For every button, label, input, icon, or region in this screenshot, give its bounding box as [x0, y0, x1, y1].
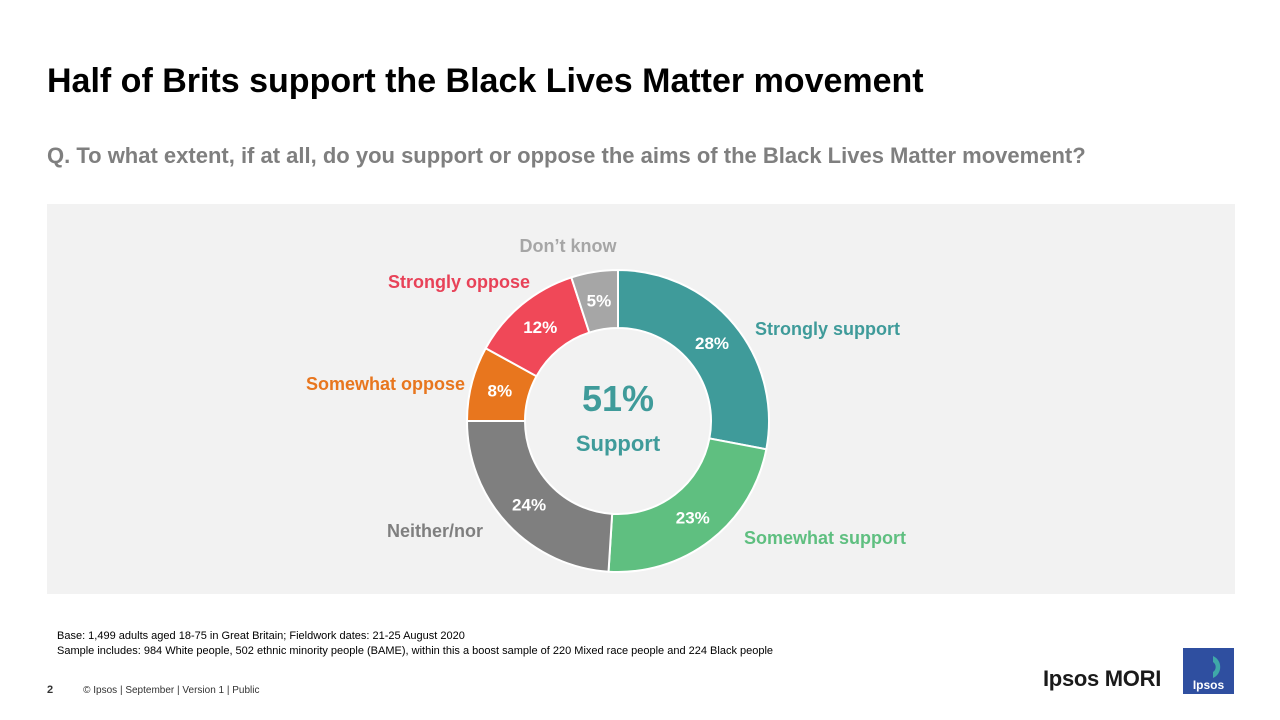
ipsos-logo-icon: Ipsos	[1183, 648, 1234, 694]
data-label-neither-nor: 24%	[512, 496, 546, 515]
center-text: Support	[576, 431, 661, 456]
data-label-somewhat-support: 23%	[676, 508, 710, 527]
page-title: Half of Brits support the Black Lives Ma…	[47, 62, 924, 100]
survey-question: Q. To what extent, if at all, do you sup…	[47, 143, 1086, 168]
slice-neither-nor	[465, 420, 614, 573]
sample-note: Sample includes: 984 White people, 502 e…	[57, 645, 774, 657]
data-label-somewhat-oppose: 8%	[488, 382, 513, 401]
footer-meta: © Ipsos | September | Version 1 | Public	[83, 684, 260, 696]
page-number: 2	[47, 684, 54, 696]
slice-somewhat-support	[607, 437, 768, 573]
category-label-neither-nor: Neither/nor	[387, 521, 483, 541]
category-label-don-t-know: Don’t know	[520, 236, 618, 256]
logo-text: Ipsos	[1193, 678, 1225, 692]
category-label-strongly-support: Strongly support	[755, 319, 900, 339]
category-label-somewhat-support: Somewhat support	[744, 528, 906, 548]
footer: 2 © Ipsos | September | Version 1 | Publ…	[47, 684, 259, 696]
slice-don-t-know	[570, 268, 619, 334]
data-label-don-t-know: 5%	[587, 292, 612, 311]
center-value: 51%	[582, 378, 654, 419]
category-label-strongly-oppose: Strongly oppose	[388, 272, 530, 292]
donut-chart: 28% Strongly support 23% Somewhat support 24…	[306, 236, 906, 573]
category-label-somewhat-oppose: Somewhat oppose	[306, 374, 465, 394]
chart-panel: 28% Strongly support 23% Somewhat support 24…	[47, 204, 1235, 594]
slice-strongly-support	[617, 268, 770, 451]
brand-name: Ipsos MORI	[1043, 666, 1162, 691]
data-label-strongly-oppose: 12%	[523, 318, 557, 337]
base-note: Base: 1,499 adults aged 18-75 in Great B…	[57, 630, 465, 642]
base-notes: Base: 1,499 adults aged 18-75 in Great B…	[57, 629, 773, 659]
data-label-strongly-support: 28%	[695, 334, 729, 353]
